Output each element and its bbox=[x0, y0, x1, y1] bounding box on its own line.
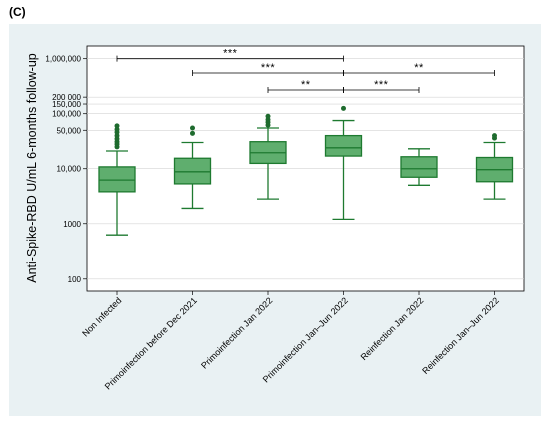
box-iqr bbox=[400, 156, 438, 178]
y-tick-label: 150,000 bbox=[52, 100, 81, 109]
box-series bbox=[98, 105, 514, 236]
x-tick-label: Non Infected bbox=[80, 295, 123, 338]
significance-label: *** bbox=[223, 48, 238, 60]
box-1 bbox=[98, 123, 136, 236]
box-2 bbox=[173, 125, 212, 210]
box-3 bbox=[249, 113, 287, 200]
x-tick-label: Reinfection Jan 2022 bbox=[359, 295, 426, 362]
outlier-point bbox=[190, 130, 195, 136]
box-4 bbox=[324, 105, 363, 221]
significance-bracket: ** bbox=[343, 62, 495, 76]
significance-label: ** bbox=[414, 62, 424, 74]
box-6 bbox=[475, 133, 514, 200]
box-iqr bbox=[324, 134, 363, 157]
panel-label: (C) bbox=[9, 5, 26, 19]
box-iqr bbox=[173, 157, 212, 185]
significance-bracket: *** bbox=[192, 62, 344, 76]
x-tick-label: Primoinfection Jan–Jun 2022 bbox=[261, 295, 350, 384]
y-tick-label: 1,000,000 bbox=[45, 55, 81, 64]
box-5 bbox=[400, 148, 438, 186]
outlier-point bbox=[114, 123, 120, 129]
y-axis-label: Anti-Spike-RBD U/mL 6-months follow-up bbox=[25, 53, 39, 283]
outlier-point bbox=[114, 126, 120, 132]
significance-label: *** bbox=[374, 79, 389, 91]
outlier-point bbox=[265, 113, 271, 119]
significance-bracket: *** bbox=[116, 48, 344, 62]
y-tick-label: 50,000 bbox=[57, 126, 82, 135]
significance-label: *** bbox=[261, 62, 276, 74]
outlier-point bbox=[341, 105, 346, 111]
y-tick-label: 200 000 bbox=[52, 93, 81, 102]
y-tick-label: 1000 bbox=[63, 220, 81, 229]
x-tick-label: Reinfection Jan–Jun 2022 bbox=[420, 295, 501, 376]
outlier-point bbox=[190, 125, 195, 131]
significance-brackets: ****** **** *** bbox=[116, 48, 495, 93]
outlier-point bbox=[492, 133, 497, 139]
outlier-point bbox=[265, 117, 271, 123]
y-tick-label: 100,000 bbox=[52, 110, 81, 119]
significance-bracket: *** bbox=[343, 79, 420, 93]
box-iqr bbox=[98, 166, 136, 193]
x-tick-label: Primoinfection before Dec 2021 bbox=[103, 295, 199, 391]
y-tick-label: 10,000 bbox=[57, 165, 82, 174]
significance-label: ** bbox=[301, 79, 311, 91]
y-tick-label: 100 bbox=[68, 275, 82, 284]
x-tick-label: Primoinfection Jan 2022 bbox=[199, 295, 274, 370]
